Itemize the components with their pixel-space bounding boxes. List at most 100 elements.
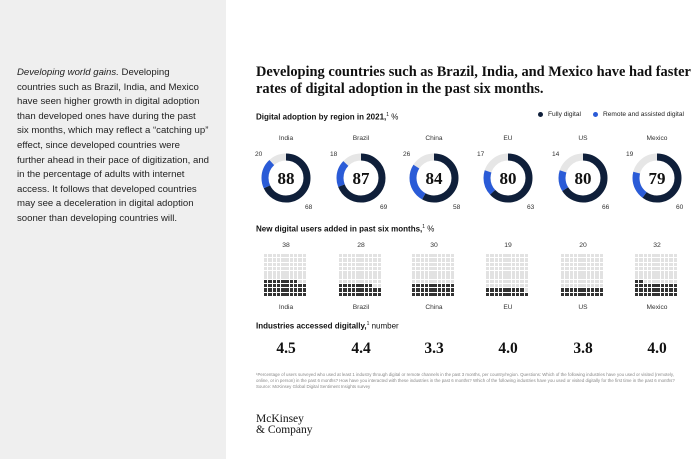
- remote-value-brazil: 18: [330, 151, 338, 158]
- waffle-cell: [656, 288, 660, 292]
- waffle-cell: [339, 262, 343, 266]
- waffle-cell: [664, 254, 669, 258]
- donut-remote-arc-india: [261, 153, 311, 203]
- chart-title: Developing countries such as Brazil, Ind…: [256, 64, 691, 97]
- waffle-cell: [643, 283, 647, 288]
- waffle-cell: [420, 262, 424, 266]
- waffle-cell: [437, 266, 442, 271]
- waffle-cell: [268, 283, 272, 288]
- waffle-cell: [351, 271, 356, 275]
- waffle-cell: [643, 292, 647, 296]
- waffle-cell: [507, 283, 511, 288]
- waffle-cell: [347, 258, 351, 262]
- waffle-cell: [276, 288, 281, 292]
- waffle-cell: [595, 262, 599, 266]
- country-label-bottom-brazil: Brazil: [352, 304, 370, 311]
- waffle-cell: [524, 279, 528, 284]
- waffle-cell: [565, 266, 569, 271]
- waffle-cell: [441, 292, 446, 296]
- fully-digital-value-us: 66: [602, 204, 610, 211]
- waffle-cell: [368, 283, 373, 288]
- waffle-cell: [573, 258, 578, 262]
- waffle-cell: [450, 279, 454, 284]
- waffle-cell: [351, 283, 356, 288]
- waffle-cell: [343, 275, 347, 279]
- waffle-cell: [293, 262, 298, 266]
- waffle-cell: [656, 254, 660, 258]
- waffle-cell: [660, 254, 665, 258]
- waffle-cell: [561, 266, 565, 271]
- waffle-cell: [595, 292, 599, 296]
- waffle-cell: [569, 292, 573, 296]
- waffle-cell: [302, 266, 306, 271]
- waffle-cell: [364, 266, 369, 271]
- waffle-cell: [373, 288, 377, 292]
- waffle-cell: [276, 275, 281, 279]
- waffle-cell: [520, 275, 524, 279]
- waffle-cell: [364, 292, 369, 296]
- waffle-cell: [647, 292, 652, 296]
- waffle-cell: [673, 254, 677, 258]
- waffle-cell: [347, 288, 351, 292]
- waffle-cell: [373, 271, 377, 275]
- waffle-cell: [565, 279, 569, 284]
- waffle-cell: [660, 275, 665, 279]
- waffle-cell: [281, 254, 285, 258]
- waffle-cell: [360, 275, 364, 279]
- new-users-value-mexico: 32: [653, 242, 661, 249]
- waffle-cell: [298, 292, 302, 296]
- waffle-cell: [503, 271, 507, 275]
- waffle-cell: [272, 279, 276, 284]
- waffle-cell: [281, 266, 285, 271]
- waffle-cell: [298, 266, 302, 271]
- donut-fully-digital-arc-china: [409, 153, 459, 203]
- waffle-cell: [298, 271, 302, 275]
- waffle-cell: [494, 292, 498, 296]
- waffle-cell: [503, 279, 507, 284]
- waffle-cell: [356, 275, 360, 279]
- waffle-cell: [276, 258, 281, 262]
- waffle-cell: [486, 266, 490, 271]
- waffle-cell: [420, 292, 424, 296]
- waffle-cell: [364, 283, 369, 288]
- waffle-cell: [293, 271, 298, 275]
- waffle-cell: [511, 266, 516, 271]
- donut-total-mexico: 79: [649, 169, 666, 188]
- waffle-cell: [285, 288, 289, 292]
- waffle-cell: [643, 275, 647, 279]
- waffle-cell: [569, 279, 573, 284]
- waffle-cell: [368, 288, 373, 292]
- waffle-cell: [347, 275, 351, 279]
- legend-label-remote-assisted: Remote and assisted digital: [602, 111, 684, 118]
- waffle-cell: [285, 262, 289, 266]
- waffle-cell: [360, 262, 364, 266]
- waffle-cell: [429, 266, 433, 271]
- fully-digital-value-eu: 63: [527, 204, 535, 211]
- waffle-cell: [412, 288, 416, 292]
- footnote: ¹Percentage of users surveyed who used a…: [256, 372, 688, 390]
- new-users-footnote-mark: 1: [422, 224, 426, 230]
- waffle-cell: [450, 275, 454, 279]
- waffle-cell: [302, 254, 306, 258]
- waffle-cell: [511, 271, 516, 275]
- waffle-cell: [347, 279, 351, 284]
- waffle-cell: [377, 271, 381, 275]
- waffle-cell: [590, 279, 595, 284]
- new-users-unit: %: [427, 224, 435, 234]
- waffle-cell: [569, 266, 573, 271]
- logo-line-2: & Company: [256, 424, 313, 436]
- waffle-cell: [450, 262, 454, 266]
- waffle-cell: [377, 292, 381, 296]
- waffle-cell: [343, 279, 347, 284]
- waffle-cell: [503, 283, 507, 288]
- waffle-cell: [360, 292, 364, 296]
- waffle-cell: [647, 288, 652, 292]
- waffle-cell: [515, 283, 520, 288]
- waffle-cell: [660, 288, 665, 292]
- waffle-cell: [599, 262, 603, 266]
- waffle-cell: [343, 271, 347, 275]
- waffle-cell: [441, 283, 446, 288]
- waffle-cell: [272, 292, 276, 296]
- waffle-cell: [524, 266, 528, 271]
- waffle-cell: [498, 288, 503, 292]
